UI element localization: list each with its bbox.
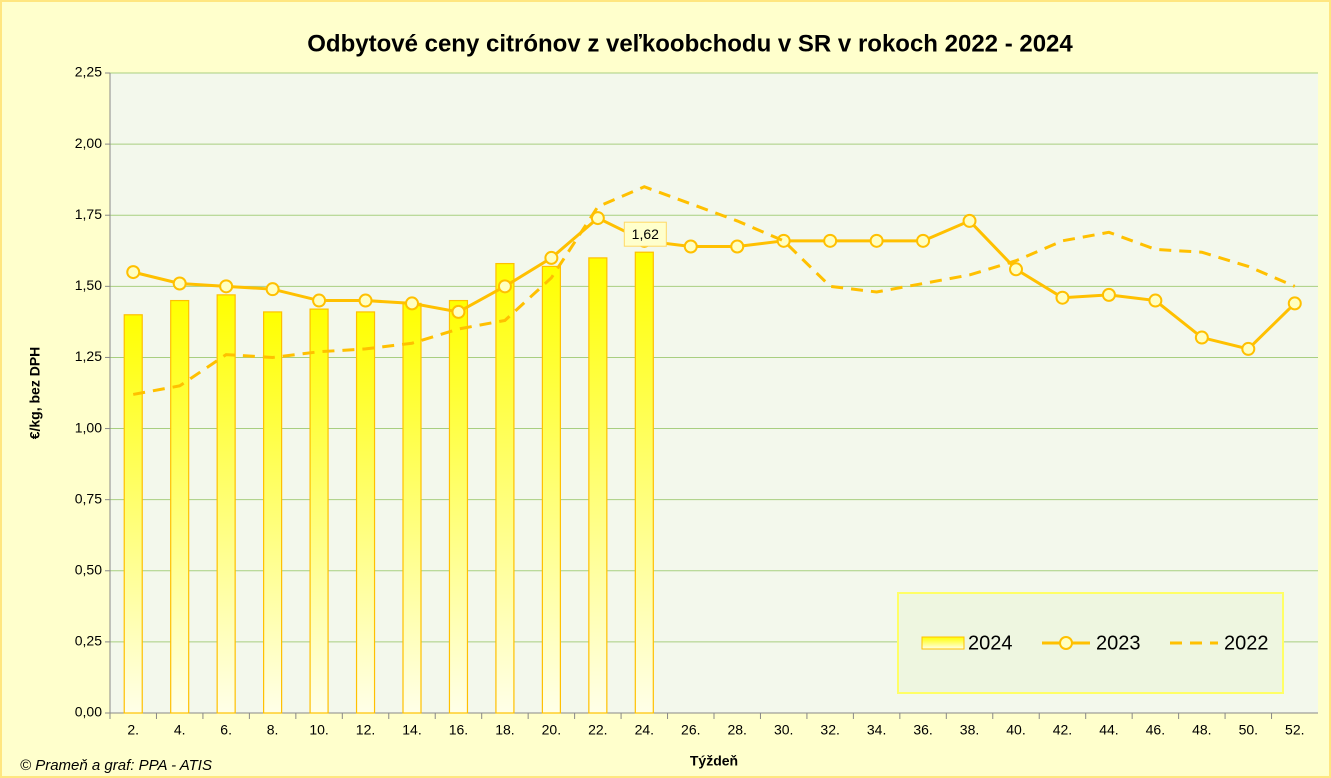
y-tick-label: 1,25 [75,348,102,364]
marker [358,293,373,308]
marker [1194,330,1209,345]
marker [126,265,141,280]
x-tick-label: 24. [635,722,654,738]
y-tick-label: 0,75 [75,490,102,506]
x-tick-label: 6. [220,722,232,738]
x-tick-label: 16. [449,722,468,738]
bar [355,311,376,714]
bar [216,294,236,714]
marker [1101,287,1116,302]
x-tick-label: 50. [1239,722,1258,738]
bar [448,299,469,714]
marker [776,233,791,248]
y-tick-label: 0,50 [75,561,102,577]
bar [495,262,515,714]
x-tick-label: 14. [402,722,421,738]
bar [634,251,654,714]
x-tick-label: 34. [867,722,886,738]
marker [1055,290,1070,305]
bar [309,308,329,714]
y-tick-label: 1,00 [75,419,102,435]
x-tick-label: 10. [309,722,328,738]
bar [263,311,283,714]
x-tick-label: 32. [820,722,839,738]
legend-box [897,592,1284,694]
y-tick-label: 0,00 [75,704,102,720]
y-tick-label: 2,00 [75,135,102,151]
marker [451,304,466,319]
chart-title: Odbytové ceny citrónov z veľkoobchodu v … [307,30,1073,57]
x-tick-label: 28. [727,722,746,738]
marker [312,293,327,308]
marker [219,279,234,294]
bar [170,299,190,714]
legend-label: 2023 [1096,632,1141,654]
marker [683,239,698,254]
bar [541,265,561,714]
y-axis-label: €/kg, bez DPH [27,347,43,440]
x-tick-label: 4. [174,722,186,738]
y-tick-label: 2,25 [75,64,102,80]
data-label: 1,62 [632,226,659,242]
x-tick-label: 22. [588,722,607,738]
data-label-box [623,221,667,247]
x-tick-label: 36. [913,722,932,738]
x-tick-label: 38. [960,722,979,738]
source-note: © Prameň a graf: PPA - ATIS [20,757,212,774]
marker [265,282,280,297]
bar [402,302,422,714]
marker [823,233,838,248]
marker [730,239,745,254]
bar [123,314,143,714]
marker [1148,293,1163,308]
x-tick-label: 48. [1192,722,1211,738]
marker [1287,296,1302,311]
x-tick-label: 40. [1006,722,1025,738]
marker [869,233,884,248]
x-tick-label: 26. [681,722,700,738]
x-tick-label: 30. [774,722,793,738]
y-tick-label: 0,25 [75,633,102,649]
y-tick-label: 1,50 [75,277,102,293]
legend-label: 2022 [1224,632,1269,654]
x-tick-label: 42. [1053,722,1072,738]
marker [962,213,977,228]
x-axis-label: Týždeň [690,753,738,769]
marker [1241,341,1256,356]
marker [916,233,931,248]
x-tick-label: 18. [495,722,514,738]
bar [588,257,608,714]
legend-marker [1059,636,1073,650]
y-tick-label: 1,75 [75,206,102,222]
marker [1009,262,1023,277]
x-tick-label: 2. [127,722,139,738]
line-2022 [132,185,1296,396]
x-tick-label: 20. [542,722,561,738]
marker [497,279,512,294]
x-tick-label: 12. [356,722,375,738]
marker [544,250,559,265]
legend-swatch [921,636,965,650]
marker [405,296,419,311]
legend-label: 2024 [968,632,1013,654]
line-2023 [132,216,1296,351]
x-tick-label: 44. [1099,722,1118,738]
marker [172,276,187,291]
x-tick-label: 46. [1146,722,1165,738]
x-tick-label: 52. [1285,722,1304,738]
x-tick-label: 8. [267,722,279,738]
